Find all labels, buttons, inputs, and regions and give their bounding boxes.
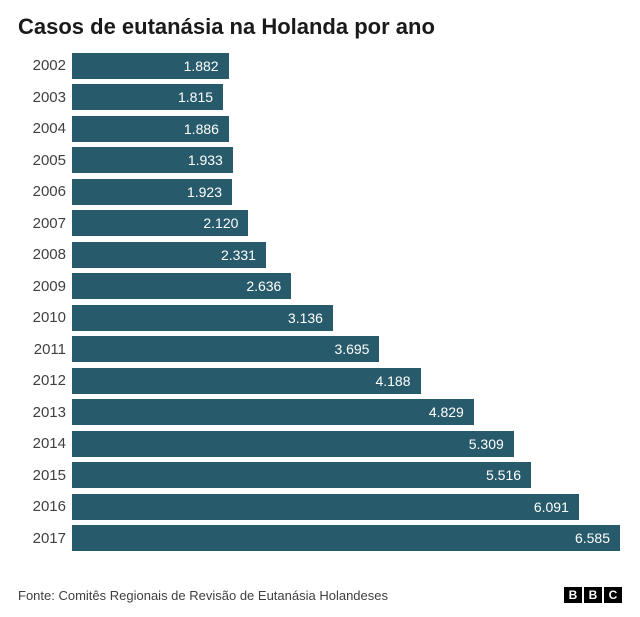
bar: 2.120 (72, 210, 248, 236)
bar-value-label: 5.516 (486, 467, 531, 483)
bar-row: 2010 3.136 (18, 302, 622, 334)
source-label: Fonte: Comitês Regionais de Revisão de E… (18, 588, 388, 603)
bar: 1.882 (72, 53, 229, 79)
year-label: 2008 (18, 246, 72, 263)
bar-value-label: 1.923 (187, 184, 232, 200)
bar-track: 1.923 (72, 176, 622, 208)
bar: 4.188 (72, 368, 421, 394)
chart-container: Casos de eutanásia na Holanda por ano 20… (0, 0, 640, 617)
bar-track: 2.120 (72, 208, 622, 240)
bar-row: 2016 6.091 (18, 491, 622, 523)
chart-title: Casos de eutanásia na Holanda por ano (18, 14, 622, 40)
chart-footer: Fonte: Comitês Regionais de Revisão de E… (18, 587, 622, 603)
bar-track: 3.695 (72, 334, 622, 366)
year-label: 2015 (18, 467, 72, 484)
bar-value-label: 1.815 (178, 89, 223, 105)
bar-value-label: 2.331 (221, 247, 266, 263)
bar-track: 3.136 (72, 302, 622, 334)
bar-track: 5.516 (72, 460, 622, 492)
bar-value-label: 4.188 (375, 373, 420, 389)
bar: 1.933 (72, 147, 233, 173)
bar-value-label: 6.091 (534, 499, 579, 515)
year-label: 2002 (18, 57, 72, 74)
bar-row: 2017 6.585 (18, 523, 622, 555)
bar-track: 2.636 (72, 271, 622, 303)
bar-value-label: 6.585 (575, 530, 620, 546)
year-label: 2006 (18, 183, 72, 200)
year-label: 2007 (18, 215, 72, 232)
bar-row: 2006 1.923 (18, 176, 622, 208)
year-label: 2013 (18, 404, 72, 421)
bar-track: 5.309 (72, 428, 622, 460)
year-label: 2005 (18, 152, 72, 169)
year-label: 2016 (18, 498, 72, 515)
bar: 3.136 (72, 305, 333, 331)
bar-track: 1.933 (72, 145, 622, 177)
bar: 3.695 (72, 336, 379, 362)
bar-value-label: 2.636 (246, 278, 291, 294)
bar: 1.886 (72, 116, 229, 142)
bar: 4.829 (72, 399, 474, 425)
year-label: 2011 (18, 341, 72, 358)
bar: 1.923 (72, 179, 232, 205)
bar-row: 2007 2.120 (18, 208, 622, 240)
bar-value-label: 5.309 (469, 436, 514, 452)
year-label: 2014 (18, 435, 72, 452)
bar-track: 4.188 (72, 365, 622, 397)
bar-value-label: 2.120 (203, 215, 248, 231)
bar-track: 2.331 (72, 239, 622, 271)
bar-track: 6.585 (72, 523, 622, 555)
bar-value-label: 1.933 (188, 152, 233, 168)
bar: 1.815 (72, 84, 223, 110)
bar-row: 2011 3.695 (18, 334, 622, 366)
year-label: 2004 (18, 120, 72, 137)
bar-track: 1.815 (72, 82, 622, 114)
bar: 5.309 (72, 431, 514, 457)
year-label: 2003 (18, 89, 72, 106)
bar-track: 1.886 (72, 113, 622, 145)
bar-value-label: 3.136 (288, 310, 333, 326)
bar-value-label: 1.882 (184, 58, 229, 74)
bar: 2.636 (72, 273, 291, 299)
bbc-logo-block: B (584, 587, 602, 603)
bar-value-label: 3.695 (334, 341, 379, 357)
bar: 6.585 (72, 525, 620, 551)
bar-row: 2004 1.886 (18, 113, 622, 145)
bar: 2.331 (72, 242, 266, 268)
bar-track: 1.882 (72, 50, 622, 82)
bar-row: 2008 2.331 (18, 239, 622, 271)
bar-row: 2002 1.882 (18, 50, 622, 82)
bar-row: 2009 2.636 (18, 271, 622, 303)
bar: 6.091 (72, 494, 579, 520)
bar-row: 2014 5.309 (18, 428, 622, 460)
bbc-logo-block: C (604, 587, 622, 603)
bar: 5.516 (72, 462, 531, 488)
bbc-logo: BBC (564, 587, 622, 603)
bar-row: 2005 1.933 (18, 145, 622, 177)
bar-row: 2015 5.516 (18, 460, 622, 492)
year-label: 2009 (18, 278, 72, 295)
bar-value-label: 1.886 (184, 121, 229, 137)
year-label: 2010 (18, 309, 72, 326)
bar-row: 2003 1.815 (18, 82, 622, 114)
year-label: 2012 (18, 372, 72, 389)
bar-row: 2012 4.188 (18, 365, 622, 397)
bar-track: 4.829 (72, 397, 622, 429)
bars-area: 2002 1.882 2003 1.815 2004 1.886 2005 1.933 2006… (18, 50, 622, 554)
bbc-logo-block: B (564, 587, 582, 603)
year-label: 2017 (18, 530, 72, 547)
bar-value-label: 4.829 (429, 404, 474, 420)
bar-track: 6.091 (72, 491, 622, 523)
bar-row: 2013 4.829 (18, 397, 622, 429)
